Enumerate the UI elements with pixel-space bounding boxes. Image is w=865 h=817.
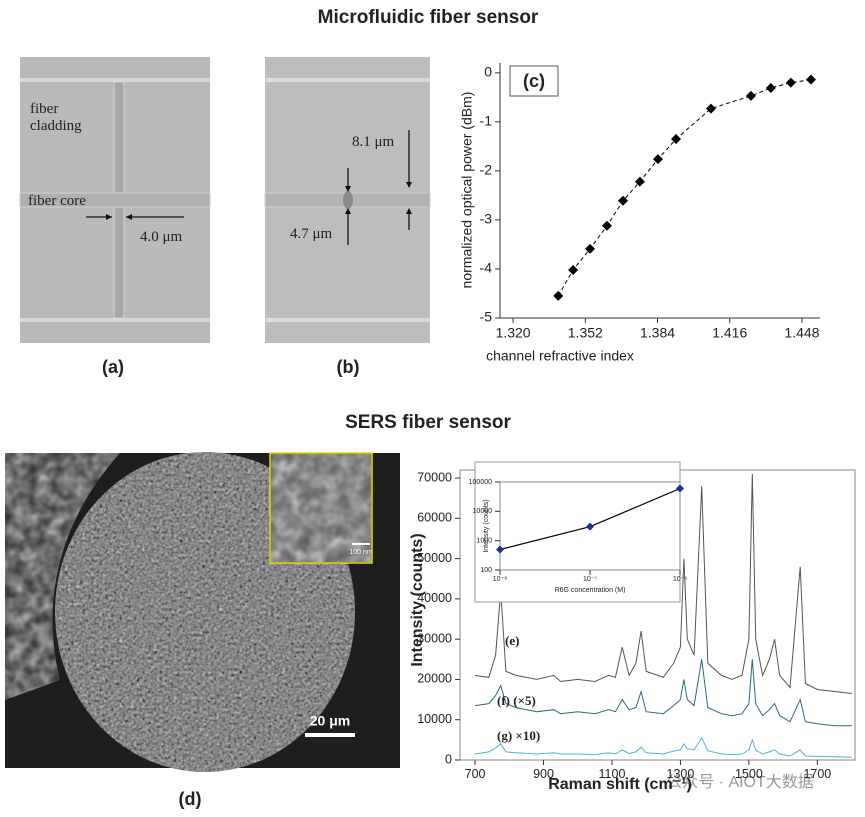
y-tick-label: 50000 (417, 551, 452, 565)
chart: 10⁻⁸ 10⁻⁷ 10⁻⁶ 100 1000 10000 100000 R6G concen… (469, 461, 687, 603)
title: Microfluidic fiber sensor (318, 7, 539, 28)
y-tick-label: 0 (445, 752, 452, 766)
x-tick-label: 1100 (599, 767, 626, 781)
y-axis-label: Intensity (counts) (483, 499, 490, 552)
x-tick-label: 1.320 (496, 325, 531, 341)
scale-label: 20 μm (310, 713, 350, 729)
y-tick-label: 70000 (417, 470, 452, 484)
x-tick-label: 1500 (735, 767, 763, 781)
y-tick-label: -2 (480, 162, 493, 178)
scale-label: 100 nm (349, 549, 373, 556)
x-tick-label: 1.384 (640, 325, 675, 341)
point (553, 290, 564, 301)
y-tick-label: 100000 (469, 479, 492, 486)
x-tick-label: 1.448 (784, 325, 819, 341)
y-tick-label: 100 (480, 567, 492, 574)
x-tick-label: 1300 (667, 767, 695, 781)
series-line (475, 736, 852, 758)
panel-label: (d) (179, 789, 202, 809)
micrograph-a (19, 57, 211, 343)
x-tick-label: 900 (533, 767, 554, 781)
panel-label: (a) (102, 357, 124, 377)
x-tick-label: 10⁻⁸ (493, 576, 507, 583)
panel-tag-box (509, 65, 559, 97)
micrograph-b (264, 57, 431, 343)
y-tick-label: 0 (484, 64, 492, 80)
y-tick-label: 20000 (417, 672, 452, 686)
x-axis-label: Raman shift (cm⁻¹) (548, 776, 692, 793)
point (676, 484, 684, 493)
point (745, 90, 756, 101)
point (805, 74, 816, 85)
y-tick-label: 30000 (417, 631, 452, 645)
series-label: (g) ×10) (497, 728, 540, 743)
x-axis-label: R6G concentration (M) (555, 587, 626, 594)
point (601, 220, 612, 231)
x-tick-label: 10⁻⁶ (673, 576, 687, 583)
annotation: 4.7 μm (290, 226, 333, 242)
point (568, 264, 579, 275)
point (765, 83, 776, 94)
x-tick-label: 10⁻⁷ (583, 576, 597, 583)
point (496, 545, 504, 554)
inset-box (474, 461, 681, 603)
annotation: 8.1 μm (352, 134, 395, 150)
point (634, 176, 645, 187)
x-tick-label: 1700 (803, 767, 831, 781)
chart: 1.320 1.352 1.384 1.416 1.448 0 -1 -2 -3 -4 -5 chan… (459, 63, 820, 364)
y-tick-label: 10000 (473, 508, 493, 515)
annotation: fiber core (28, 193, 86, 209)
panel-label: (b) (337, 357, 360, 377)
x-tick-label: 1.416 (712, 325, 747, 341)
series-label: (f) (×5) (497, 693, 536, 708)
y-axis-label: normalized optical power (dBm) (459, 92, 475, 289)
series-line (475, 473, 852, 694)
y-tick-label: -3 (480, 211, 493, 227)
point (671, 134, 682, 145)
x-tick-label: 700 (465, 767, 486, 781)
x-axis-label: channel refractive index (486, 348, 634, 364)
y-tick-label: 1000 (476, 538, 492, 545)
point (652, 154, 663, 165)
y-axis-label: Intensity (counts) (409, 533, 426, 666)
y-tick-label: -4 (480, 260, 493, 276)
watermark: 公众号 · AIOT大数据 (666, 773, 814, 791)
y-tick-label: 40000 (417, 591, 452, 605)
x-tick-label: 1.352 (568, 325, 603, 341)
point (785, 77, 796, 88)
y-tick-label: -5 (480, 309, 493, 325)
chart: 700 900 1100 1300 1500 1700 0 10000 20000 30000 40… (409, 469, 856, 793)
series-line (475, 659, 852, 727)
annotation: fiber cladding (30, 101, 82, 134)
title: SERS fiber sensor (345, 412, 511, 433)
annotation: 4.0 μm (140, 229, 183, 245)
point (585, 243, 596, 254)
point (706, 103, 717, 114)
point (586, 522, 594, 531)
y-tick-label: 60000 (417, 511, 452, 525)
y-tick-label: 10000 (417, 712, 452, 726)
trend-line (557, 79, 812, 297)
sem-image: 100 nm 20 μm (5, 452, 400, 772)
panel-label: (c) (523, 71, 545, 91)
point (617, 195, 628, 206)
y-tick-label: -1 (480, 113, 493, 129)
series-label: (e) (505, 633, 519, 648)
